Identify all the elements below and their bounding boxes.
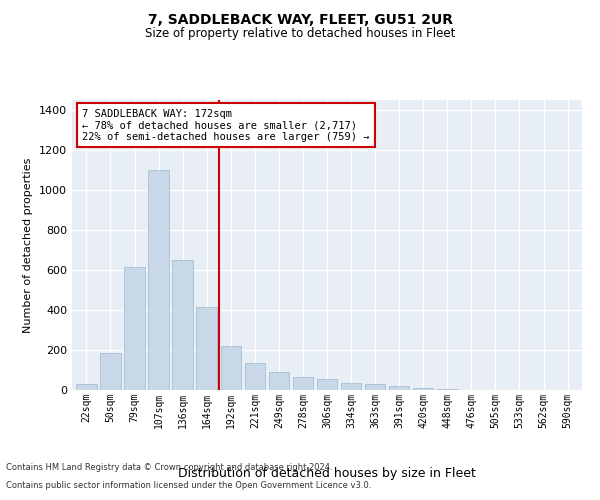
- Y-axis label: Number of detached properties: Number of detached properties: [23, 158, 34, 332]
- Bar: [269, 372, 289, 390]
- Bar: [413, 388, 433, 390]
- Bar: [100, 353, 121, 390]
- Text: 7, SADDLEBACK WAY, FLEET, GU51 2UR: 7, SADDLEBACK WAY, FLEET, GU51 2UR: [148, 12, 452, 26]
- Bar: [437, 389, 458, 390]
- Bar: [196, 307, 217, 390]
- Bar: [245, 363, 265, 390]
- Bar: [221, 346, 241, 390]
- Bar: [148, 170, 169, 390]
- Bar: [124, 267, 145, 390]
- Bar: [389, 386, 409, 390]
- X-axis label: Distribution of detached houses by size in Fleet: Distribution of detached houses by size …: [178, 467, 476, 480]
- Bar: [76, 384, 97, 390]
- Text: 7 SADDLEBACK WAY: 172sqm
← 78% of detached houses are smaller (2,717)
22% of sem: 7 SADDLEBACK WAY: 172sqm ← 78% of detach…: [82, 108, 370, 142]
- Bar: [341, 383, 361, 390]
- Bar: [365, 384, 385, 390]
- Text: Contains public sector information licensed under the Open Government Licence v3: Contains public sector information licen…: [6, 481, 371, 490]
- Text: Size of property relative to detached houses in Fleet: Size of property relative to detached ho…: [145, 28, 455, 40]
- Bar: [293, 377, 313, 390]
- Text: Contains HM Land Registry data © Crown copyright and database right 2024.: Contains HM Land Registry data © Crown c…: [6, 464, 332, 472]
- Bar: [172, 260, 193, 390]
- Bar: [317, 379, 337, 390]
